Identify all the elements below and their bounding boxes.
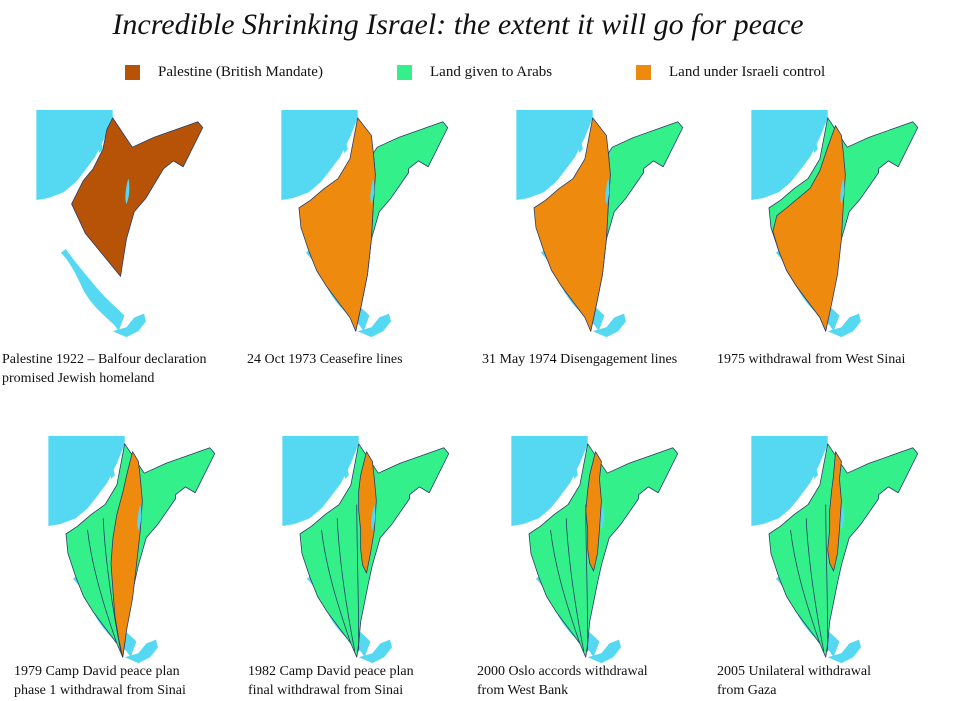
caption-line: 24 Oct 1973 Ceasefire lines xyxy=(247,352,403,367)
gulf-of-aqaba xyxy=(357,313,391,338)
palestine-mandate-area xyxy=(71,117,204,277)
caption-line: 1975 withdrawal from West Sinai xyxy=(717,352,906,367)
land-under-israeli-control-area xyxy=(358,451,377,574)
gulf-of-aqaba xyxy=(587,639,621,664)
caption-line: final withdrawal from Sinai xyxy=(248,683,404,698)
mediterranean-sea xyxy=(282,436,359,527)
map-6 xyxy=(282,436,450,664)
caption-line: 2000 Oslo accords withdrawal xyxy=(477,664,648,679)
land-under-israeli-control-area xyxy=(585,451,602,572)
caption-line: promised Jewish homeland xyxy=(2,371,155,386)
sea-of-galilee xyxy=(343,141,348,154)
map-caption: 2000 Oslo accords withdrawal from West Ba… xyxy=(477,662,727,700)
dead-sea xyxy=(137,504,142,530)
gulf-of-aqaba xyxy=(827,313,861,338)
gulf-of-aqaba xyxy=(112,313,146,338)
sea-of-galilee xyxy=(813,467,818,480)
map-caption: Palestine 1922 – Balfour declaration prom… xyxy=(2,350,252,388)
dead-sea xyxy=(840,178,845,204)
dead-sea xyxy=(600,504,605,530)
sea-of-galilee xyxy=(98,141,103,154)
legend-label-land-under-israeli-control: Land under Israeli control xyxy=(669,64,826,80)
legend-swatch-land-given-to-arabs xyxy=(397,65,412,80)
caption-line: from Gaza xyxy=(717,683,777,698)
dead-sea xyxy=(371,504,376,530)
gulf-of-aqaba xyxy=(358,639,392,664)
land-under-israeli-control-area xyxy=(533,117,611,332)
withdrawal-lines xyxy=(790,504,829,652)
map-8 xyxy=(751,436,919,664)
caption-line: 1979 Camp David peace plan xyxy=(14,664,180,679)
land-given-to-arabs-area xyxy=(299,443,450,658)
gulf-of-aqaba xyxy=(827,639,861,664)
mediterranean-sea xyxy=(281,110,358,201)
legend: Palestine (British Mandate) Land given t… xyxy=(0,60,960,86)
land-under-israeli-control-area xyxy=(298,117,376,332)
mediterranean-sea xyxy=(751,110,828,201)
dead-sea xyxy=(605,178,610,204)
dead-sea xyxy=(370,178,375,204)
map-caption: 1979 Camp David peace plan phase 1 withdr… xyxy=(14,662,264,700)
map-caption: 24 Oct 1973 Ceasefire lines xyxy=(247,350,497,369)
map-5 xyxy=(48,436,216,664)
gulf-of-aqaba xyxy=(124,639,158,664)
map-caption: 2005 Unilateral withdrawal from Gaza xyxy=(717,662,960,700)
caption-line: from West Bank xyxy=(477,683,569,698)
caption-line: 31 May 1974 Disengagement lines xyxy=(482,352,678,367)
map-7 xyxy=(511,436,679,664)
caption-line: phase 1 withdrawal from Sinai xyxy=(14,683,186,698)
legend-label-land-given-to-arabs: Land given to Arabs xyxy=(430,64,553,80)
sea-of-galilee xyxy=(573,467,578,480)
withdrawal-lines xyxy=(87,518,122,652)
caption-line: 2005 Unilateral withdrawal xyxy=(717,664,871,679)
land-given-to-arabs-area xyxy=(768,443,919,658)
mediterranean-sea xyxy=(511,436,588,527)
legend-label-palestine-mandate: Palestine (British Mandate) xyxy=(158,64,323,80)
dead-sea xyxy=(840,504,845,530)
sea-of-galilee xyxy=(813,141,818,154)
map-3 xyxy=(516,110,684,338)
land-under-israeli-control-area xyxy=(827,451,842,572)
map-caption: 1975 withdrawal from West Sinai xyxy=(717,350,960,369)
land-given-to-arabs-area xyxy=(528,443,679,658)
map-caption: 1982 Camp David peace plan final withdraw… xyxy=(248,662,498,700)
legend-swatch-palestine-mandate xyxy=(125,65,140,80)
caption-line: Palestine 1922 – Balfour declaration xyxy=(2,352,207,367)
map-4 xyxy=(751,110,919,338)
map-1 xyxy=(36,110,204,338)
withdrawal-lines xyxy=(321,504,360,652)
land-under-israeli-control-area xyxy=(110,451,143,658)
mediterranean-sea xyxy=(36,110,113,201)
mediterranean-sea xyxy=(48,436,125,527)
caption-line: 1982 Camp David peace plan xyxy=(248,664,414,679)
legend-swatch-land-under-israeli-control xyxy=(636,65,651,80)
withdrawal-lines xyxy=(550,504,589,652)
sea-of-galilee xyxy=(344,467,349,480)
gulf-of-suez xyxy=(60,248,125,332)
mediterranean-sea xyxy=(516,110,593,201)
sea-of-galilee xyxy=(578,141,583,154)
mediterranean-sea xyxy=(751,436,828,527)
page-title: Incredible Shrinking Israel: the extent … xyxy=(112,8,804,41)
map-caption: 31 May 1974 Disengagement lines xyxy=(482,350,732,369)
map-2 xyxy=(281,110,449,338)
dead-sea xyxy=(125,178,130,204)
gulf-of-aqaba xyxy=(592,313,626,338)
